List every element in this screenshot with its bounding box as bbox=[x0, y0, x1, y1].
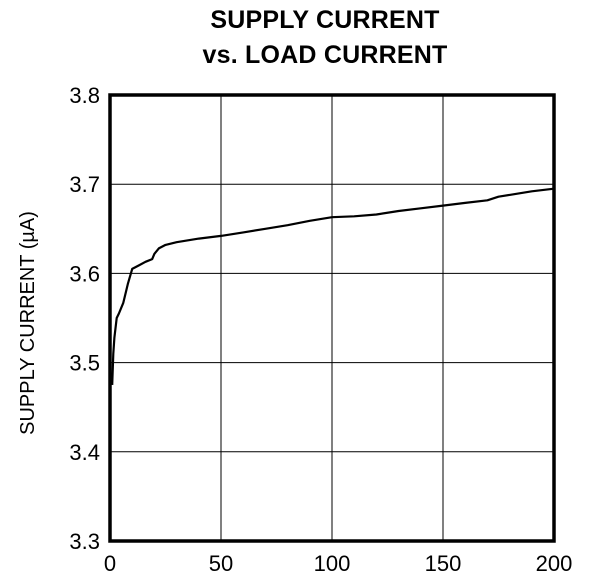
y-tick-label: 3.4 bbox=[69, 440, 100, 465]
y-axis-label: SUPPLY CURRENT (µA) bbox=[17, 211, 39, 435]
x-tick-label: 200 bbox=[536, 551, 573, 573]
tick-labels: 0 50 100 150 200 3.8 3.7 3.6 3.5 3.4 3.3 bbox=[69, 83, 572, 573]
supply-current-curve bbox=[111, 187, 555, 385]
y-tick-label: 3.6 bbox=[69, 261, 100, 286]
x-tick-label: 150 bbox=[425, 551, 462, 573]
chart-title-line1: SUPPLY CURRENT bbox=[210, 6, 440, 34]
y-tick-label: 3.5 bbox=[69, 351, 100, 376]
y-tick-label: 3.3 bbox=[69, 529, 100, 554]
x-tick-label: 50 bbox=[209, 551, 233, 573]
x-tick-label: 0 bbox=[104, 551, 116, 573]
y-tick-label: 3.7 bbox=[69, 172, 100, 197]
grid-lines bbox=[110, 95, 554, 541]
y-tick-label: 3.8 bbox=[69, 83, 100, 108]
chart-title-line2: vs. LOAD CURRENT bbox=[202, 41, 448, 69]
x-tick-label: 100 bbox=[314, 551, 351, 573]
plot-frame bbox=[108, 93, 556, 543]
